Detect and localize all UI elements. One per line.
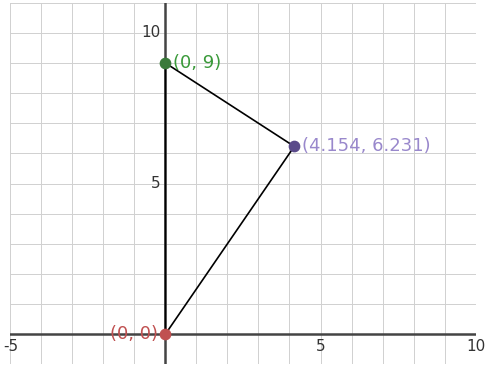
Text: 5: 5 [151, 176, 161, 191]
Text: 10: 10 [142, 25, 161, 40]
Text: -5: -5 [3, 339, 18, 354]
Point [290, 143, 298, 149]
Text: (0, 0): (0, 0) [110, 325, 158, 343]
Point [162, 331, 169, 337]
Text: (4.154, 6.231): (4.154, 6.231) [302, 137, 430, 155]
Point [162, 60, 169, 66]
Text: (0, 9): (0, 9) [173, 54, 222, 72]
Text: 10: 10 [466, 339, 485, 354]
Text: 5: 5 [316, 339, 325, 354]
